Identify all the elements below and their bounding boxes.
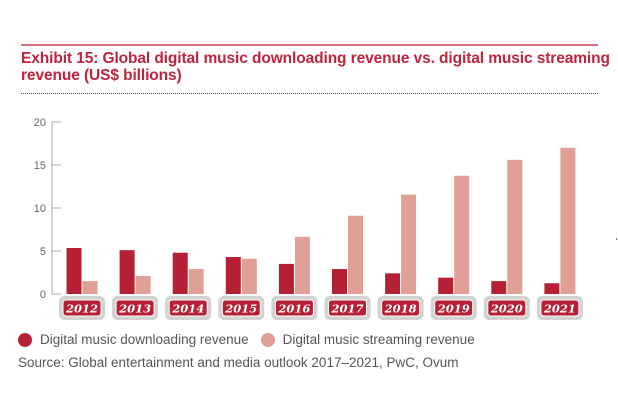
year-label-box [540, 299, 580, 317]
x-tick-label: 2019 [437, 302, 470, 316]
y-tick-label: 20 [34, 117, 46, 129]
year-label-box [274, 299, 314, 317]
bar-downloading-2020 [491, 281, 507, 294]
year-label-box [434, 299, 474, 317]
bar-downloading-2019 [438, 277, 454, 294]
year-label-box [168, 299, 208, 317]
bar-streaming-2017 [348, 215, 363, 294]
y-tick-label: 10 [34, 203, 46, 215]
x-tick-label: 2018 [384, 302, 417, 316]
bar-downloading-2012 [66, 247, 82, 294]
bar-streaming-2014 [188, 269, 204, 294]
bar-streaming-2012 [82, 281, 98, 294]
x-tick-label: 2021 [543, 302, 576, 316]
bar-downloading-2017 [332, 269, 347, 294]
year-label-box [221, 299, 261, 317]
bar-streaming-2018 [401, 194, 417, 294]
bar-streaming-2021 [560, 147, 576, 294]
year-label-box [381, 299, 421, 317]
y-tick-label: 0 [40, 289, 46, 301]
y-tick-label: 5 [40, 246, 46, 258]
bar-downloading-2014 [172, 252, 188, 294]
legend-item-streaming: Digital music streaming revenue [260, 332, 475, 347]
x-tick-label: 2015 [224, 302, 257, 316]
bar-streaming-2013 [135, 275, 151, 294]
legend-item-downloading: Digital music downloading revenue [18, 332, 249, 347]
x-tick-label: 2012 [65, 302, 98, 316]
bar-downloading-2013 [119, 250, 135, 294]
x-tick-label: 2017 [330, 302, 363, 316]
chart-title: Exhibit 15: Global digital music downloa… [21, 50, 610, 84]
year-label-box [328, 299, 367, 317]
year-label-box [115, 299, 155, 317]
x-tick-label: 2014 [171, 302, 204, 316]
x-tick-label: 2016 [277, 302, 310, 316]
top-rule [21, 44, 598, 46]
bar-downloading-2018 [385, 273, 401, 294]
stray-mark [616, 238, 617, 240]
year-label-box [487, 299, 527, 317]
y-tick-label: 15 [34, 160, 46, 172]
legend-swatch-streaming [260, 332, 275, 347]
legend-swatch-downloading [18, 332, 32, 347]
bar-downloading-2021 [544, 283, 560, 294]
legend-label-downloading: Digital music downloading revenue [40, 332, 249, 347]
x-tick-label: 2020 [490, 302, 523, 316]
bar-downloading-2015 [225, 257, 241, 294]
x-tick-label: 2013 [118, 302, 151, 316]
bar-chart: 0 5 10 15 20 2012 2013 2014 2015 2016 2017 2018 2019… [34, 117, 583, 320]
source-note: Source: Global entertainment and media o… [18, 355, 459, 370]
bar-streaming-2016 [294, 236, 310, 294]
bar-streaming-2019 [454, 175, 470, 294]
title-divider [21, 93, 598, 94]
bar-downloading-2016 [278, 263, 294, 294]
bar-streaming-2020 [507, 159, 523, 294]
legend: Digital music downloading revenue Digita… [18, 332, 487, 347]
legend-label-streaming: Digital music streaming revenue [282, 332, 475, 347]
year-label-box [62, 299, 102, 317]
bar-streaming-2015 [241, 258, 257, 294]
